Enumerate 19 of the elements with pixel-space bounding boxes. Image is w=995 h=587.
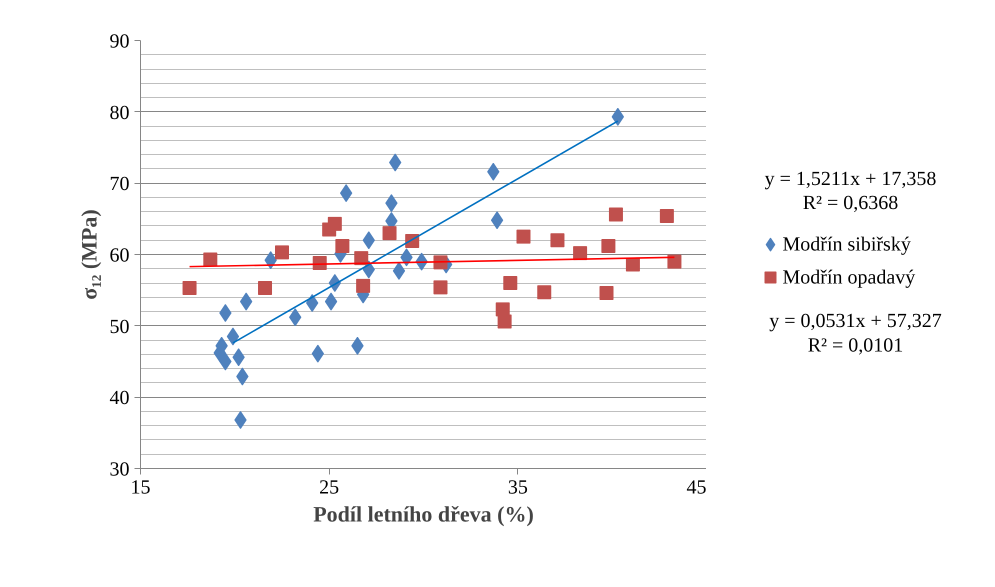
y-tick-label: 70 xyxy=(110,173,130,196)
x-tick-label: 25 xyxy=(319,476,340,498)
x-axis-title: Podíl letního dřeva (%) xyxy=(313,502,534,526)
y-tick-label: 30 xyxy=(110,458,130,480)
x-tick-label: 15 xyxy=(130,476,150,498)
text: y = 0,0531x + 57,327 xyxy=(769,310,942,332)
y-axis-title: σ₁₂ (MPa) xyxy=(76,209,102,300)
text: R² = 0,6368 xyxy=(802,192,898,214)
y-tick-label: 90 xyxy=(110,30,130,52)
legend-label: Modřín opadavý xyxy=(782,266,916,288)
y-tick-label: 40 xyxy=(110,387,130,410)
y-tick-label: 50 xyxy=(110,316,130,338)
y-tick-label: 80 xyxy=(110,102,130,124)
x-tick-label: 45 xyxy=(686,476,706,498)
x-tick-label: 35 xyxy=(508,476,528,498)
text: y = 1,5211x + 17,358 xyxy=(764,168,936,190)
text: R² = 0,0101 xyxy=(808,334,904,356)
legend-label: Modřín sibiřský xyxy=(782,234,911,256)
y-tick-label: 60 xyxy=(110,244,130,266)
